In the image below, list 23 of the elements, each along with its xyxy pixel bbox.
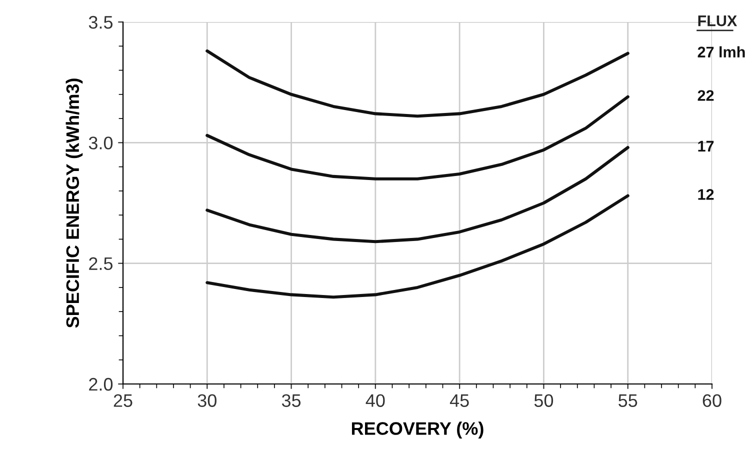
y-tick-label: 2.0 bbox=[89, 378, 113, 391]
line-series bbox=[206, 146, 630, 244]
line-series bbox=[206, 194, 630, 299]
line-series bbox=[206, 49, 630, 118]
x-tick-label: 25 bbox=[114, 394, 132, 407]
x-axis-title: RECOVERY (%) bbox=[352, 422, 484, 438]
x-tick-label: 50 bbox=[534, 394, 554, 407]
text: 22 bbox=[698, 90, 714, 101]
y-axis-title: SPECIFIC ENERGY (kWh/m3) bbox=[66, 78, 83, 328]
x-tick-label: 60 bbox=[702, 394, 722, 407]
y-tick-label: 3.5 bbox=[88, 16, 113, 29]
y-tick-label: 2.5 bbox=[89, 257, 113, 270]
line-series bbox=[206, 95, 630, 180]
x-tick-label: 40 bbox=[366, 394, 385, 407]
text: 12 bbox=[698, 189, 714, 200]
x-tick-label: 55 bbox=[618, 394, 638, 407]
text: 27 lmh bbox=[698, 46, 745, 58]
x-tick-label: 45 bbox=[450, 394, 469, 407]
y-tick-label: 3.0 bbox=[88, 136, 113, 150]
x-tick-label: 30 bbox=[198, 394, 216, 407]
text: 17 bbox=[698, 140, 714, 152]
x-tick-label: 35 bbox=[282, 394, 301, 407]
legend-title: FLUX bbox=[698, 16, 738, 26]
